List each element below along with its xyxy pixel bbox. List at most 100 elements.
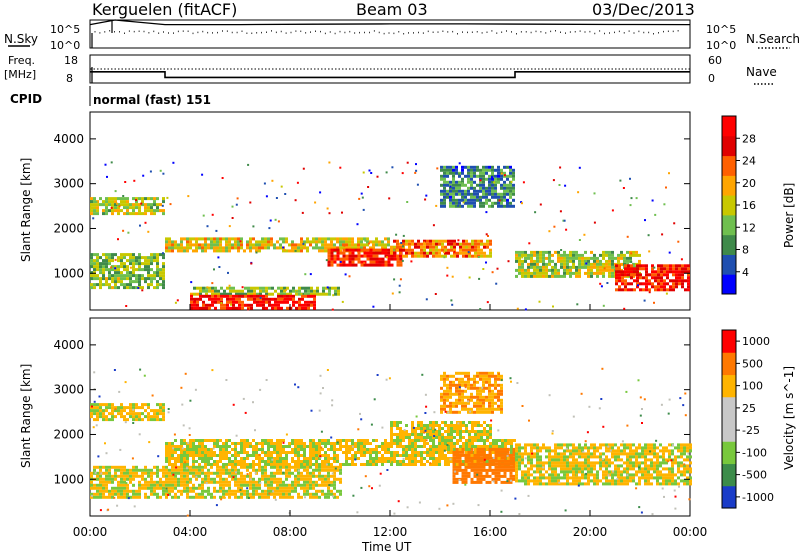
heatmap-cell [222, 483, 225, 487]
heatmap-cell [542, 446, 545, 450]
heatmap-cell [228, 243, 231, 247]
heatmap-speckle [326, 207, 329, 210]
heatmap-cell [509, 195, 512, 199]
heatmap-cell [162, 268, 165, 272]
heatmap-cell [459, 433, 462, 436]
heatmap-cell [468, 248, 471, 252]
heatmap-cell [440, 198, 443, 202]
heatmap-cell [366, 251, 370, 255]
heatmap-cell [396, 260, 400, 264]
heatmap-cell [366, 460, 369, 463]
heatmap-cell [417, 436, 420, 439]
heatmap-cell [138, 415, 141, 419]
heatmap-cell [129, 415, 132, 419]
heatmap-cell [632, 455, 635, 459]
heatmap-cell [249, 463, 252, 466]
heatmap-cell [471, 242, 474, 246]
heatmap-cell [417, 239, 420, 243]
heatmap-cell [138, 212, 141, 216]
heatmap-cell [252, 460, 255, 463]
heatmap-cell [435, 457, 438, 460]
heatmap-cell [307, 289, 310, 293]
heatmap-cell [636, 279, 639, 283]
heatmap-cell [315, 445, 318, 448]
heatmap-cell [336, 477, 339, 481]
heatmap-cell [312, 442, 315, 445]
heatmap-cell [393, 454, 396, 457]
heatmap-cell [440, 204, 443, 208]
heatmap-cell [482, 189, 485, 193]
heatmap-cell [150, 256, 153, 260]
heatmap-cell [476, 459, 480, 463]
heatmap-cell [270, 463, 273, 466]
heatmap-speckle [663, 203, 666, 206]
heatmap-cell [471, 421, 474, 424]
heatmap-cell [123, 203, 126, 207]
heatmap-cell [578, 464, 581, 468]
heatmap-cell [390, 254, 394, 258]
heatmap-cell [141, 403, 144, 407]
heatmap-cell [509, 186, 512, 190]
heatmap-cell [162, 274, 165, 278]
heatmap-cell [461, 471, 465, 475]
heatmap-cell [219, 480, 222, 484]
heatmap-cell [638, 259, 641, 263]
heatmap-cell [255, 246, 258, 250]
heatmap-cell [192, 249, 195, 253]
heatmap-cell [497, 180, 500, 184]
heatmap-cell [500, 177, 503, 181]
heatmap-cell [648, 279, 651, 283]
heatmap-cell [324, 240, 327, 244]
heatmap-cell [306, 463, 309, 466]
heatmap-cell [615, 267, 618, 271]
heatmap-cell [390, 439, 393, 442]
heatmap-cell [665, 473, 668, 477]
heatmap-cell [93, 412, 96, 416]
heatmap-cell [647, 446, 650, 450]
heatmap-cell [357, 237, 360, 241]
heatmap-cell [114, 283, 117, 287]
heatmap-cell [192, 489, 195, 493]
heatmap-cell [321, 243, 324, 247]
heatmap-cell [581, 253, 584, 257]
heatmap-cell [93, 212, 96, 216]
heatmap-cell [216, 237, 219, 241]
heatmap-cell [351, 442, 354, 445]
heatmap-cell [228, 492, 231, 496]
heatmap-cell [432, 430, 435, 433]
heatmap-cell [645, 270, 648, 274]
heatmap-cell [282, 439, 285, 442]
heatmap-cell [476, 165, 479, 169]
heatmap-cell [102, 259, 105, 263]
heatmap-cell [663, 273, 666, 277]
heatmap-cell [102, 274, 105, 278]
heatmap-cell [512, 174, 515, 178]
heatmap-cell [452, 201, 455, 205]
heatmap-cell [261, 445, 264, 448]
heatmap-cell [280, 306, 283, 310]
heatmap-speckle [263, 182, 266, 185]
heatmap-cell [575, 446, 578, 450]
heatmap-cell [363, 439, 366, 442]
heatmap-cell [280, 289, 283, 293]
heatmap-cell [288, 495, 291, 499]
heatmap-cell [569, 455, 572, 459]
heatmap-speckle [332, 294, 335, 297]
heatmap-cell [375, 260, 379, 264]
heatmap-cell [222, 468, 225, 472]
heatmap-cell [432, 454, 435, 457]
heatmap-cell [447, 433, 450, 436]
heatmap-cell [626, 259, 629, 263]
heatmap-cell [378, 451, 381, 454]
heatmap-cell [593, 467, 596, 471]
heatmap-cell [229, 286, 232, 290]
heatmap-cell [318, 483, 321, 487]
heatmap-cell [563, 476, 566, 480]
heatmap-cell [638, 461, 641, 465]
heatmap-cell [617, 452, 620, 456]
heatmap-cell [327, 492, 330, 496]
heatmap-speckle [416, 183, 419, 186]
heatmap-cell [321, 463, 324, 466]
heatmap-cell [369, 246, 372, 250]
heatmap-cell [488, 174, 491, 178]
